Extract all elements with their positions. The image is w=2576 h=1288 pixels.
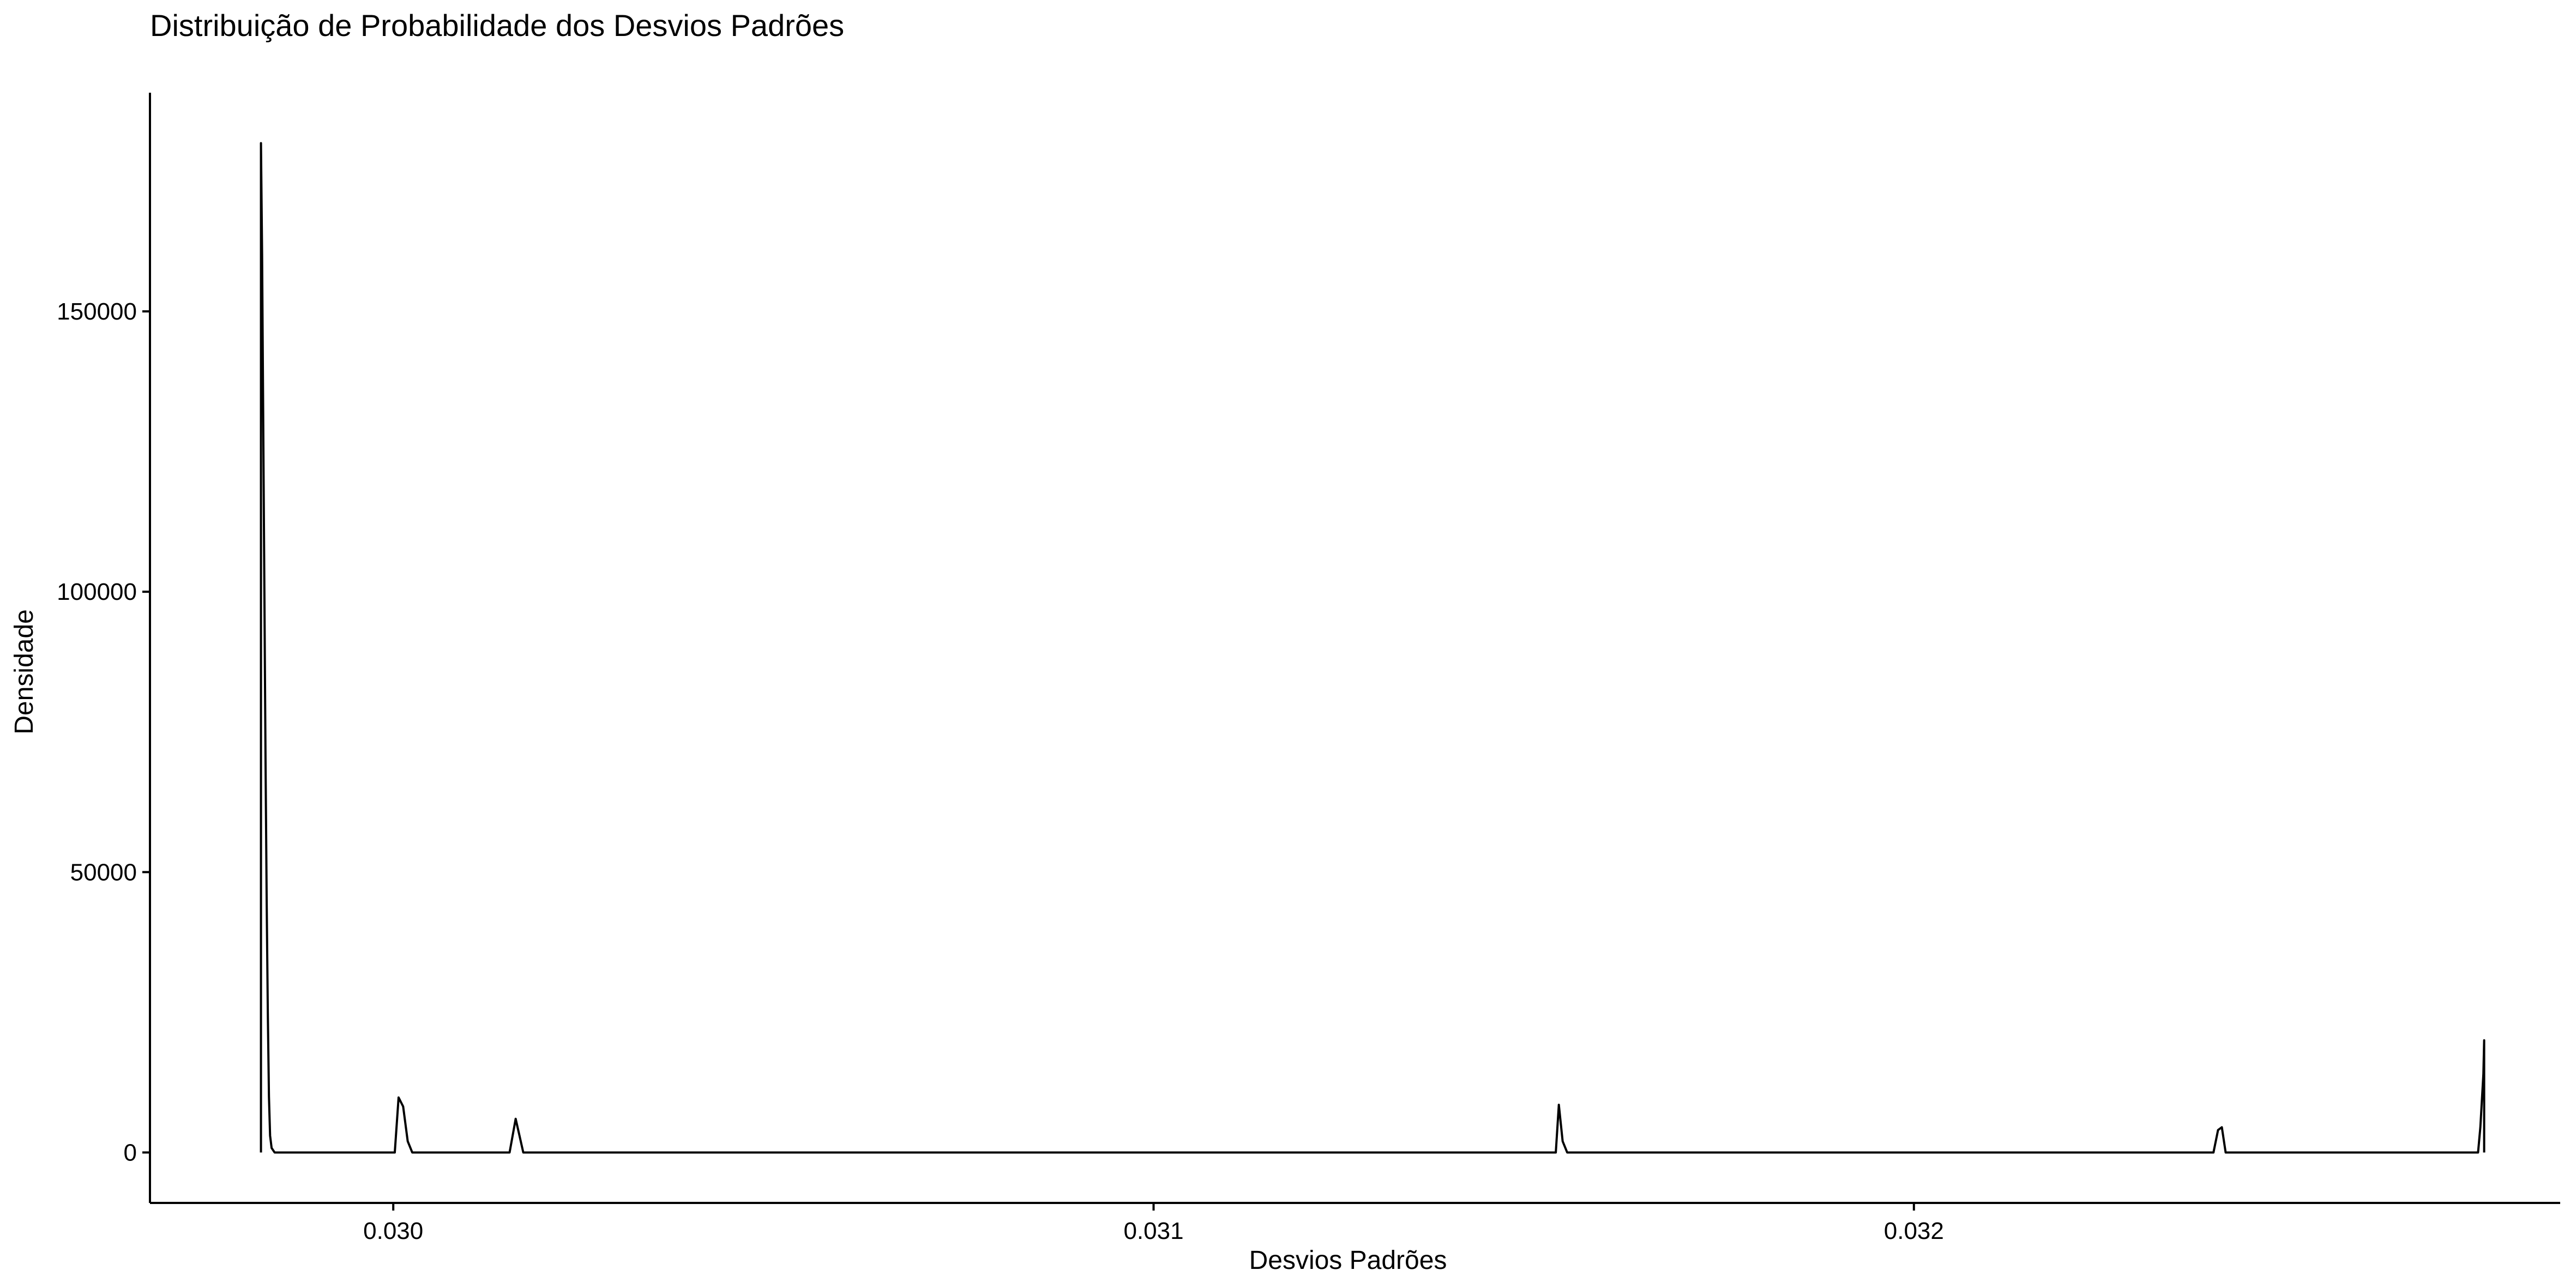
x-tick-label: 0.030 — [363, 1218, 423, 1244]
x-tick-label: 0.032 — [1884, 1218, 1944, 1244]
y-axis-ticks: 0 50000 100000 150000 — [57, 298, 150, 1166]
x-axis-ticks: 0.030 0.031 0.032 — [363, 1203, 1944, 1244]
x-tick-label: 0.031 — [1123, 1218, 1183, 1244]
y-tick-label: 150000 — [57, 298, 137, 325]
chart-title: Distribuição de Probabilidade dos Desvio… — [150, 8, 844, 43]
y-axis-title: Densidade — [10, 609, 39, 735]
density-line — [260, 142, 2485, 1154]
x-axis-title: Desvios Padrões — [1249, 1246, 1447, 1275]
y-tick-label: 100000 — [57, 579, 137, 605]
plot-area — [260, 142, 2485, 1154]
y-tick-label: 50000 — [70, 859, 137, 886]
y-tick-label: 0 — [124, 1139, 137, 1166]
